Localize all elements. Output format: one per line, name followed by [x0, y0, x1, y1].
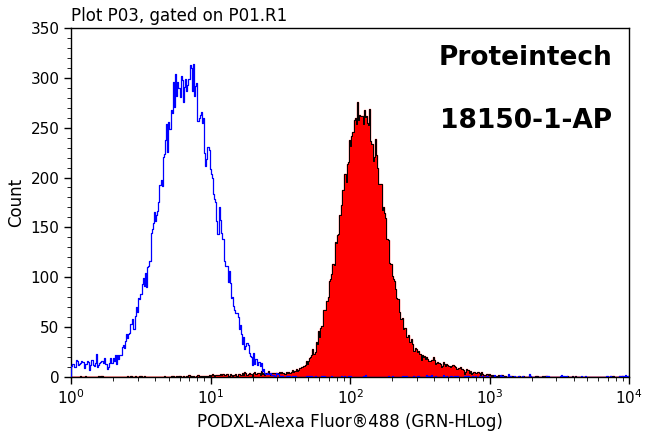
Y-axis label: Count: Count	[7, 178, 25, 227]
Text: 18150-1-AP: 18150-1-AP	[440, 108, 612, 134]
Text: Plot P03, gated on P01.R1: Plot P03, gated on P01.R1	[72, 7, 287, 25]
Polygon shape	[72, 102, 629, 377]
X-axis label: PODXL-Alexa Fluor®488 (GRN-HLog): PODXL-Alexa Fluor®488 (GRN-HLog)	[198, 413, 503, 431]
Text: Proteintech: Proteintech	[439, 46, 612, 71]
